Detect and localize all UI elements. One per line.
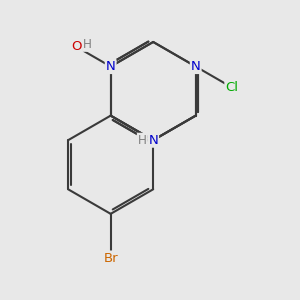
Text: N: N xyxy=(148,134,158,147)
Text: Br: Br xyxy=(103,251,118,265)
Text: O: O xyxy=(71,40,82,53)
Text: N: N xyxy=(106,60,116,73)
Text: H: H xyxy=(83,38,92,51)
Text: H: H xyxy=(138,134,147,147)
Text: N: N xyxy=(191,60,201,73)
Text: Cl: Cl xyxy=(225,81,239,94)
